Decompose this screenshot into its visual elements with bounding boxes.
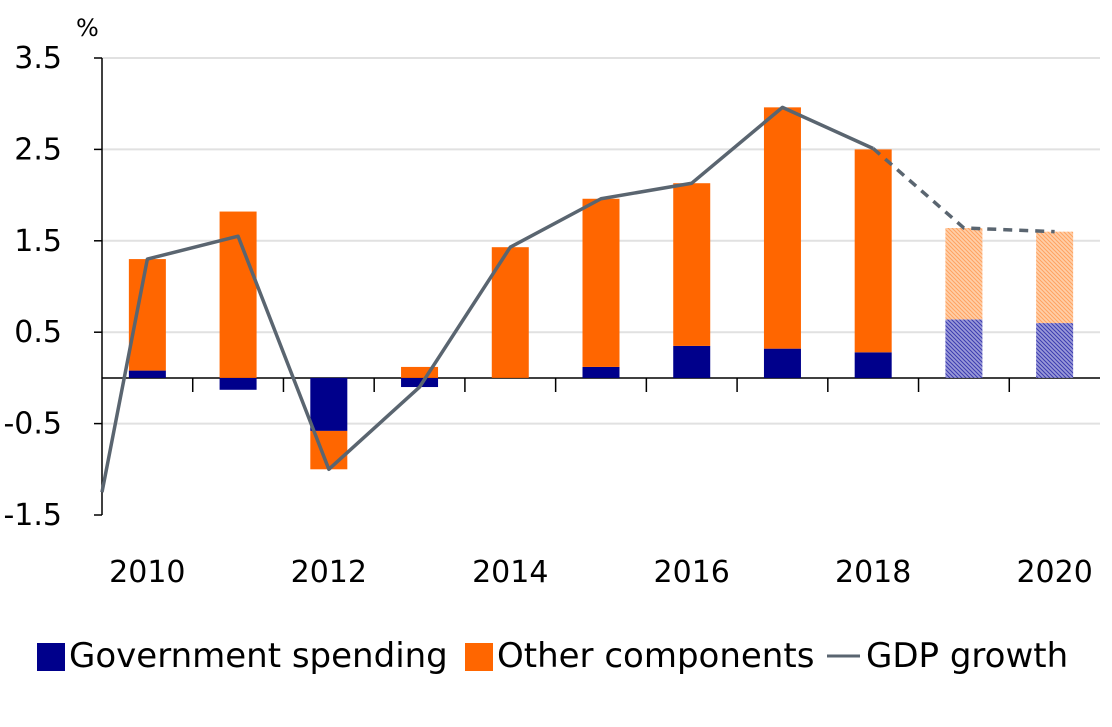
bar-government-spending-2011	[219, 377, 257, 390]
y-tick-labels: 3.5 2.5 1.5 0.5 -0.5 -1.5	[3, 41, 62, 533]
x-tick-label-2012: 2012	[291, 555, 367, 590]
x-tick-label-2016: 2016	[654, 555, 730, 590]
legend-swatch-other-components	[465, 643, 493, 671]
legend: Government spending Other components GDP…	[37, 636, 1068, 676]
x-tick-label-2014: 2014	[472, 555, 548, 590]
legend-label-government-spending: Government spending	[69, 636, 448, 676]
bar-other-components-2015	[582, 198, 620, 367]
y-tick-label-1.5: 1.5	[14, 224, 62, 259]
legend-label-other-components: Other components	[497, 636, 814, 676]
x-tick-label-2018: 2018	[835, 555, 911, 590]
y-tick-label-3.5: 3.5	[14, 41, 62, 76]
y-tick-label--1.5: -1.5	[3, 498, 62, 533]
gdp-growth-line-actual	[100, 105, 874, 493]
bar-government-spending-2018	[854, 352, 892, 378]
gdp-growth-line-forecast	[872, 147, 1055, 234]
bar-other-components-2016	[673, 183, 711, 346]
bar-other-components-2018	[854, 149, 892, 353]
bar-government-spending-2013	[401, 377, 439, 388]
bar-other-components-2019	[945, 228, 983, 320]
bars	[128, 107, 1074, 470]
bar-other-components-2013	[401, 366, 439, 378]
gdp-growth-line	[100, 105, 1055, 493]
x-tick-labels: 2010 2012 2014 2016 2018 2020	[109, 555, 1093, 590]
bar-government-spending-2010	[128, 370, 166, 378]
y-tick-label-2.5: 2.5	[14, 132, 62, 167]
bar-government-spending-2016	[673, 345, 711, 378]
axes	[94, 57, 1100, 516]
legend-label-gdp-growth: GDP growth	[866, 636, 1068, 676]
y-unit-label: %	[76, 14, 99, 42]
x-tick-label-2020: 2020	[1016, 555, 1092, 590]
bar-government-spending-2020	[1036, 323, 1074, 378]
y-tick-label--0.5: -0.5	[3, 407, 62, 442]
y-tick-label-0.5: 0.5	[14, 315, 62, 350]
x-tick-label-2010: 2010	[109, 555, 185, 590]
bar-other-components-2017	[763, 107, 801, 349]
bar-government-spending-2017	[763, 348, 801, 378]
bar-government-spending-2012	[310, 377, 348, 431]
bar-other-components-2010	[128, 259, 166, 371]
bar-government-spending-2019	[945, 319, 983, 378]
bar-other-components-2020	[1036, 231, 1074, 324]
bar-government-spending-2015	[582, 366, 620, 378]
legend-swatch-government-spending	[37, 643, 65, 671]
